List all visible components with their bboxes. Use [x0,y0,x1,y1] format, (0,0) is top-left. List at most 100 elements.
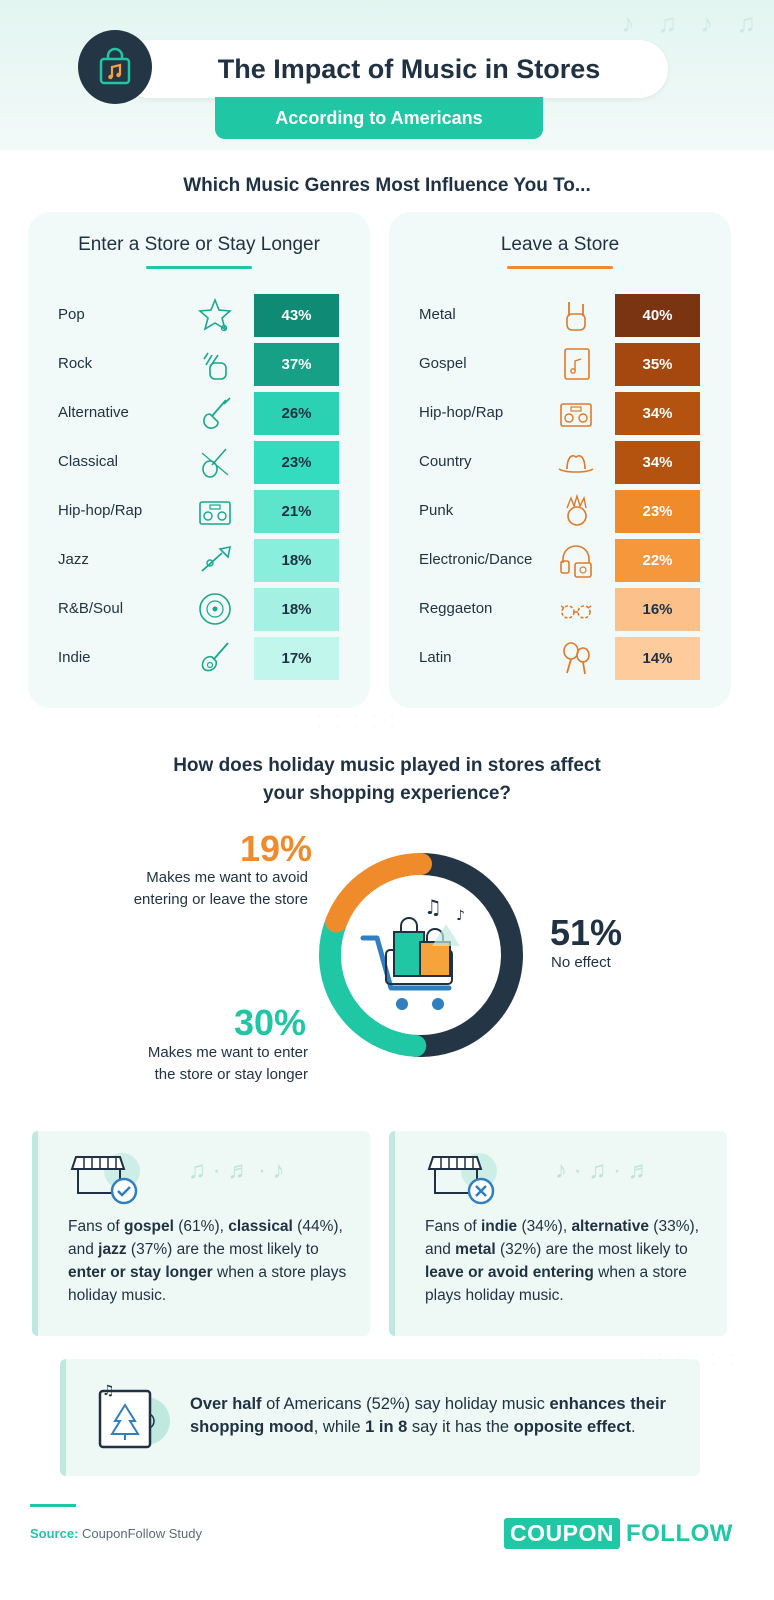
donut-segment-no-effect [404,853,523,1057]
holiday-question-line2: your shopping experience? [262,783,512,804]
enter-percent: 30% [234,1002,307,1043]
genre-label: Rock [58,355,93,372]
store-check-icon [70,1153,140,1205]
vinyl-record-icon [196,590,234,628]
value-bar: 22% [615,539,700,582]
source-citation: Source: CouponFollow Study [30,1526,202,1541]
genre-label: Classical [58,453,119,470]
donut-segment-avoid [325,853,432,933]
genre-label: Punk [419,502,454,519]
source-label: Source: [30,1526,79,1541]
logo-follow-text: FOLLOW [625,1519,733,1547]
holiday-question-line1: How does holiday music played in stores … [173,755,601,776]
genre-label: Metal [419,306,456,323]
maracas-icon [557,639,595,677]
genre-label: Jazz [58,551,89,568]
value-bar: 37% [254,343,339,386]
genre-label: Hip-hop/Rap [58,502,143,519]
svg-text:♫: ♫ [424,895,442,919]
value-bar: 34% [615,441,700,484]
genre-label: Alternative [58,404,129,421]
leave-panel-underline [507,266,613,269]
genre-label: Gospel [419,355,467,372]
enter-fans-text: Fans of gospel (61%), classical (44%), a… [68,1218,347,1304]
boombox-icon [557,394,595,432]
leave-store-panel: Leave a Store Metal 40% Gospel 35% Hip-hop/R… [389,212,731,708]
avoid-label-line1: Makes me want to avoid [146,869,308,886]
store-cross-icon [427,1153,497,1205]
boombox-icon [196,492,234,530]
avoid-percent: 19% [240,828,313,869]
electric-guitar-icon [196,394,234,432]
summary-text: Over half of Americans (52%) say holiday… [190,1395,666,1436]
value-bar: 35% [615,343,700,386]
trumpet-icon [196,541,234,579]
value-bar: 23% [615,490,700,533]
avoid-label-line2: entering or leave the store [133,891,308,908]
value-bar: 23% [254,441,339,484]
no-effect-label: No effect [551,954,611,971]
star-music-icon [196,296,234,334]
value-bar: 40% [615,294,700,337]
genre-label: Latin [419,649,452,666]
cowboy-hat-icon [557,443,595,481]
headphones-icon [557,541,595,579]
enter-panel-underline [146,266,252,269]
source-divider [30,1504,76,1507]
donut-segment-enter [319,910,427,1057]
value-bar: 17% [254,637,339,680]
sunglasses-icon [557,590,595,628]
value-bar: 21% [254,490,339,533]
shopping-bag-icon [78,30,152,104]
title-pill: The Impact of Music in Stores [120,40,668,98]
svg-text:♪: ♪ [456,908,465,924]
rock-hand-icon [196,345,234,383]
genre-label: Reggaeton [419,600,493,617]
value-bar: 18% [254,539,339,582]
enter-label-line1: Makes me want to enter [147,1044,308,1061]
decorative-music-notes-icon: ♪ ♫ ♪ ♫ [621,8,764,38]
couponfollow-logo[interactable]: COUPON FOLLOW [504,1518,733,1549]
enter-label: Makes me want to enter the store or stay… [100,1042,308,1086]
hymn-book-icon [557,345,595,383]
genre-label: Pop [58,306,85,323]
mohawk-head-icon [557,492,595,530]
acoustic-guitar-icon [196,639,234,677]
enter-store-panel: Enter a Store or Stay Longer Pop 43% Rock 3… [28,212,370,708]
faded-genre-icons: ♪ · ♫ · ♬ [555,1157,652,1184]
holiday-question: How does holiday music played in stores … [0,752,774,808]
source-text: CouponFollow Study [82,1526,202,1541]
genres-question: Which Music Genres Most Influence You To… [183,175,591,196]
genre-label: Hip-hop/Rap [419,404,504,421]
value-bar: 14% [615,637,700,680]
enter-fans-box: ♫ · ♬ · ♪ Fans of gospel (61%), classica… [32,1131,370,1336]
value-bar: 26% [254,392,339,435]
enter-panel-title: Enter a Store or Stay Longer [78,234,320,255]
summary-box: ♫ Over half of Americans (52%) say holid… [60,1359,700,1476]
decorative-dots: · · · · · · · · · · [318,711,400,732]
genre-label: R&B/Soul [58,600,124,617]
shopping-cart-icon: ♫ ♪ [360,895,465,1010]
holiday-effect-donut: ♫ ♪ [319,853,523,1057]
logo-coupon-text: COUPON [504,1518,620,1549]
value-bar: 43% [254,294,339,337]
genre-label: Electronic/Dance [419,551,533,568]
subtitle-banner: According to Americans [215,97,543,139]
avoid-label: Makes me want to avoid entering or leave… [100,867,308,911]
leave-fans-box: ♪ · ♫ · ♬ Fans of indie (34%), alternati… [389,1131,727,1336]
value-bar: 34% [615,392,700,435]
genre-label: Country [419,453,472,470]
svg-text:♫: ♫ [102,1383,115,1399]
value-bar: 18% [254,588,339,631]
value-bar: 16% [615,588,700,631]
page-title: The Impact of Music in Stores [217,53,601,84]
leave-panel-title: Leave a Store [500,234,620,255]
no-effect-percent: 51% [550,912,623,953]
leave-fans-text: Fans of indie (34%), alternative (33%), … [425,1218,699,1304]
horns-hand-icon [557,296,595,334]
genre-label: Indie [58,649,91,666]
faded-genre-icons: ♫ · ♬ · ♪ [188,1157,285,1184]
violin-icon [196,443,234,481]
enter-label-line2: the store or stay longer [154,1066,308,1083]
holiday-album-icon: ♫ [98,1383,170,1449]
